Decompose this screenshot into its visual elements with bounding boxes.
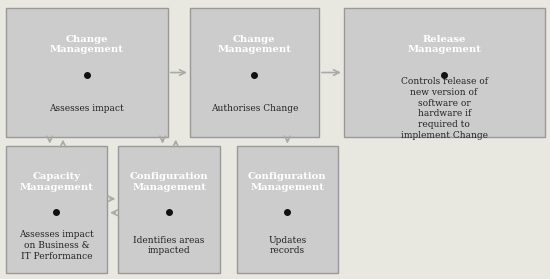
Text: Configuration
Management: Configuration Management (130, 172, 208, 192)
Bar (190, 8, 319, 137)
Text: Controls release of
new version of
software or
hardware if
required to
implement: Controls release of new version of softw… (400, 77, 488, 140)
Bar (236, 146, 338, 273)
Text: Change
Management: Change Management (217, 35, 292, 54)
Bar (344, 8, 544, 137)
Text: Release
Management: Release Management (407, 35, 481, 54)
Bar (6, 8, 168, 137)
Bar (6, 146, 107, 273)
Text: Updates
records: Updates records (268, 236, 306, 255)
Bar (118, 146, 220, 273)
Text: Identifies areas
impacted: Identifies areas impacted (134, 236, 205, 255)
Text: Configuration
Management: Configuration Management (248, 172, 327, 192)
Text: Assesses impact: Assesses impact (50, 104, 124, 113)
Text: Capacity
Management: Capacity Management (19, 172, 94, 192)
Text: Authorises Change: Authorises Change (211, 104, 298, 113)
Text: Change
Management: Change Management (50, 35, 124, 54)
Text: Assesses impact
on Business &
IT Performance: Assesses impact on Business & IT Perform… (19, 230, 94, 261)
